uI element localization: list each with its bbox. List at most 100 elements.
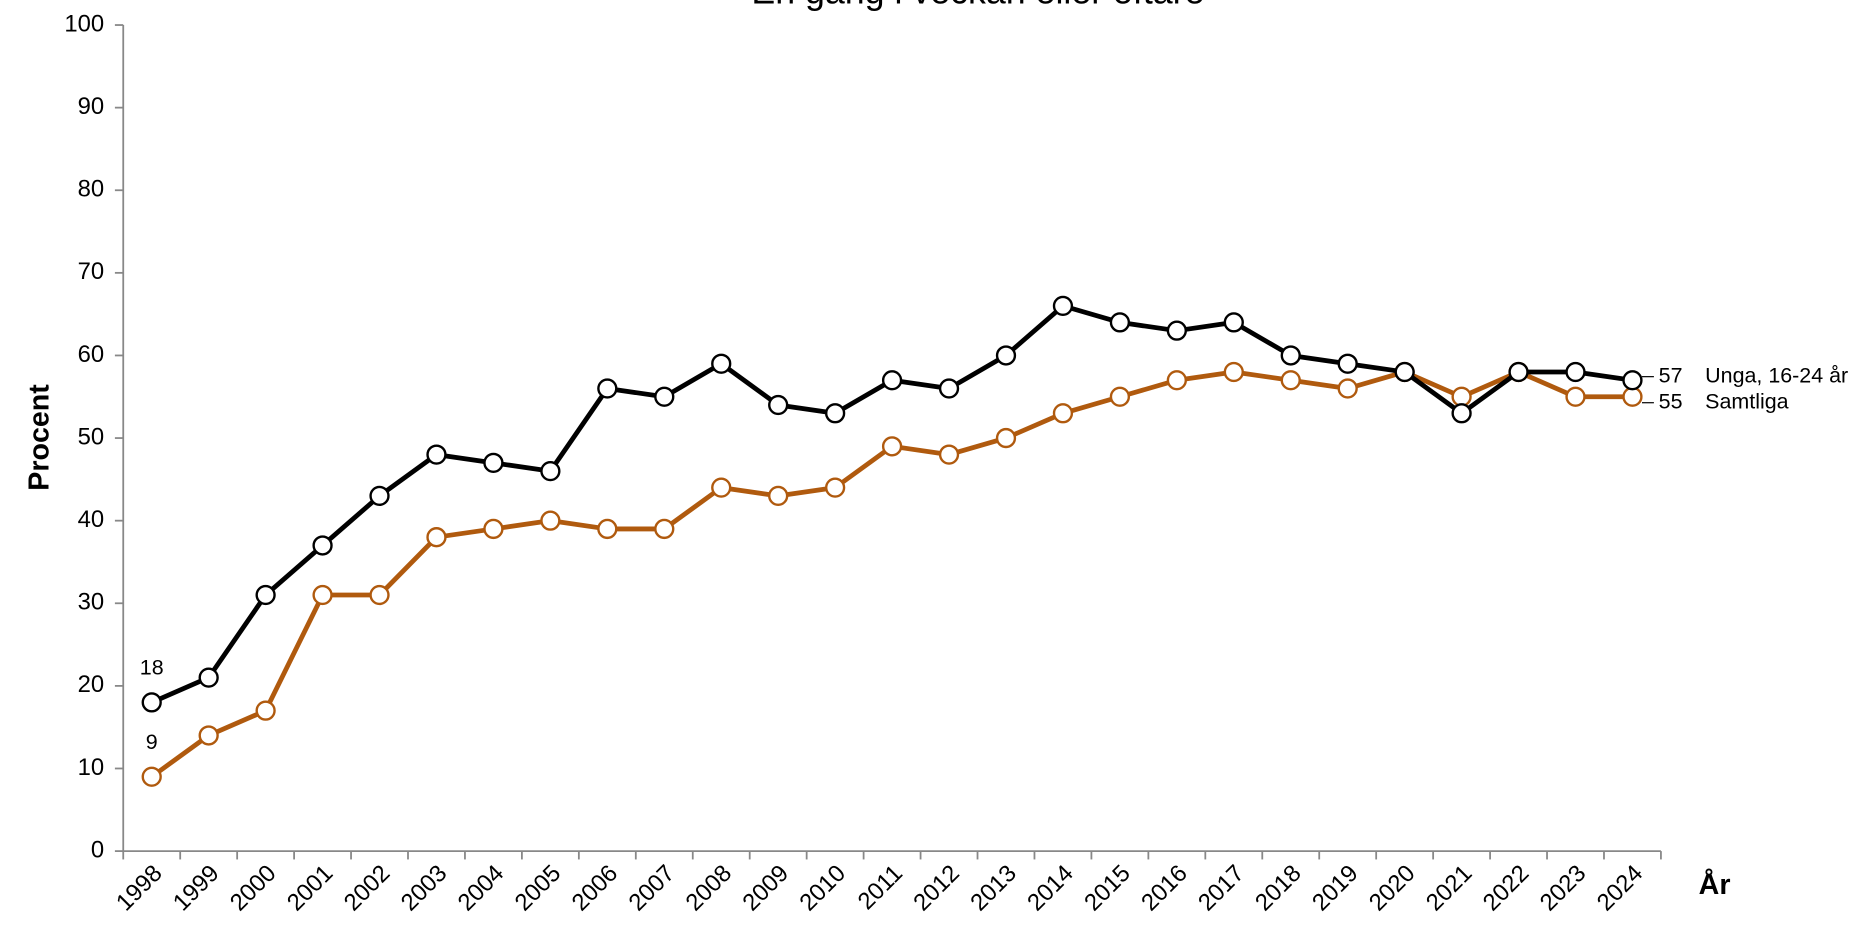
x-tick-label: 2015 bbox=[1079, 860, 1136, 917]
data-point bbox=[1565, 361, 1586, 383]
x-tick-label: 2009 bbox=[737, 860, 794, 917]
x-tick-label: 2018 bbox=[1250, 860, 1307, 917]
y-tick-label: 80 bbox=[78, 176, 105, 203]
data-point bbox=[654, 386, 675, 407]
data-point bbox=[825, 403, 846, 424]
data-point bbox=[825, 477, 846, 498]
x-tick-label: 2017 bbox=[1193, 860, 1250, 917]
data-point bbox=[1109, 386, 1131, 407]
x-tick-label: 2000 bbox=[225, 860, 282, 917]
data-point bbox=[312, 584, 333, 606]
data-point bbox=[255, 584, 276, 606]
y-tick-label: 100 bbox=[64, 10, 104, 37]
data-point bbox=[1508, 361, 1529, 383]
x-tick-label: 2002 bbox=[339, 860, 396, 917]
data-point bbox=[995, 427, 1017, 449]
end-value-label: 57 bbox=[1659, 363, 1683, 387]
data-point bbox=[1565, 386, 1586, 407]
series-line bbox=[150, 369, 1633, 779]
data-point bbox=[1223, 312, 1244, 333]
data-point bbox=[1052, 403, 1074, 424]
data-point bbox=[312, 535, 333, 556]
data-label: 18 bbox=[140, 656, 164, 680]
data-point bbox=[881, 436, 903, 457]
data-point bbox=[369, 584, 390, 606]
x-tick-label: 2016 bbox=[1136, 860, 1193, 917]
data-point bbox=[483, 452, 504, 473]
data-point bbox=[711, 477, 732, 498]
x-tick-label: 2005 bbox=[510, 860, 567, 917]
y-tick-label: 0 bbox=[91, 836, 104, 863]
chart-title: En gång i veckan eller oftare bbox=[751, 0, 1204, 12]
y-tick-label: 50 bbox=[78, 423, 105, 450]
y-tick-label: 30 bbox=[78, 589, 105, 616]
y-tick-label: 10 bbox=[78, 754, 105, 781]
data-point bbox=[1451, 386, 1472, 407]
data-point bbox=[1166, 320, 1187, 341]
data-point bbox=[426, 527, 447, 548]
data-point bbox=[1394, 361, 1415, 383]
data-point bbox=[1109, 312, 1131, 333]
y-tick-label: 70 bbox=[78, 258, 105, 285]
series-name-label: Unga, 16-24 år bbox=[1705, 363, 1848, 387]
x-tick-label: 2010 bbox=[794, 860, 851, 917]
x-tick-label: 2011 bbox=[853, 860, 908, 915]
data-point bbox=[1280, 370, 1301, 391]
data-point bbox=[540, 460, 561, 482]
data-point bbox=[597, 378, 618, 399]
x-tick-label: 2012 bbox=[908, 860, 965, 917]
x-tick-label: 2008 bbox=[681, 860, 738, 917]
x-tick-label: 1998 bbox=[111, 860, 168, 917]
data-point bbox=[1337, 353, 1358, 374]
data-point bbox=[1451, 403, 1472, 424]
x-tick-label: 2019 bbox=[1307, 860, 1364, 917]
x-tick-label: 2023 bbox=[1535, 860, 1592, 917]
data-point bbox=[255, 700, 276, 721]
data-point bbox=[654, 518, 675, 540]
data-point bbox=[711, 353, 732, 374]
x-tick-label: 2004 bbox=[453, 860, 510, 917]
data-point bbox=[1223, 361, 1244, 383]
x-tick-label: 2003 bbox=[396, 860, 453, 917]
data-point bbox=[597, 518, 618, 540]
series-name-label: Samtliga bbox=[1705, 389, 1788, 413]
data-point bbox=[426, 444, 447, 465]
data-point bbox=[938, 378, 960, 399]
x-tick-label: 2024 bbox=[1592, 860, 1649, 917]
data-point bbox=[540, 510, 561, 531]
data-point bbox=[1280, 345, 1301, 366]
data-point bbox=[1052, 295, 1074, 317]
data-point bbox=[938, 444, 960, 465]
x-tick-label: 2020 bbox=[1364, 860, 1421, 917]
data-point bbox=[369, 485, 390, 507]
x-axis-label: År bbox=[1699, 868, 1731, 901]
data-point bbox=[768, 394, 789, 416]
data-point bbox=[1622, 370, 1643, 391]
data-point bbox=[483, 518, 504, 540]
y-axis-label: Procent bbox=[24, 384, 56, 491]
data-point bbox=[1622, 386, 1643, 407]
data-point bbox=[995, 345, 1017, 366]
data-point bbox=[768, 485, 789, 507]
x-tick-label: 2021 bbox=[1421, 860, 1478, 917]
data-point bbox=[141, 766, 162, 787]
x-tick-label: 2007 bbox=[624, 860, 681, 917]
data-label: 9 bbox=[146, 730, 158, 754]
data-point bbox=[1337, 378, 1358, 399]
end-value-label: 55 bbox=[1659, 389, 1683, 413]
y-tick-label: 90 bbox=[78, 93, 105, 120]
data-point bbox=[198, 667, 219, 688]
x-tick-label: 2013 bbox=[965, 860, 1022, 917]
x-tick-label: 2001 bbox=[282, 860, 339, 917]
x-tick-label: 1999 bbox=[168, 860, 225, 917]
data-point bbox=[881, 370, 903, 391]
x-tick-label: 2006 bbox=[567, 860, 624, 917]
y-tick-label: 60 bbox=[78, 341, 105, 368]
y-tick-label: 40 bbox=[78, 506, 105, 533]
y-tick-label: 20 bbox=[78, 671, 105, 698]
x-tick-label: 2022 bbox=[1478, 860, 1535, 917]
data-point bbox=[1166, 370, 1187, 391]
x-tick-label: 2014 bbox=[1022, 860, 1079, 917]
data-point bbox=[198, 725, 219, 746]
